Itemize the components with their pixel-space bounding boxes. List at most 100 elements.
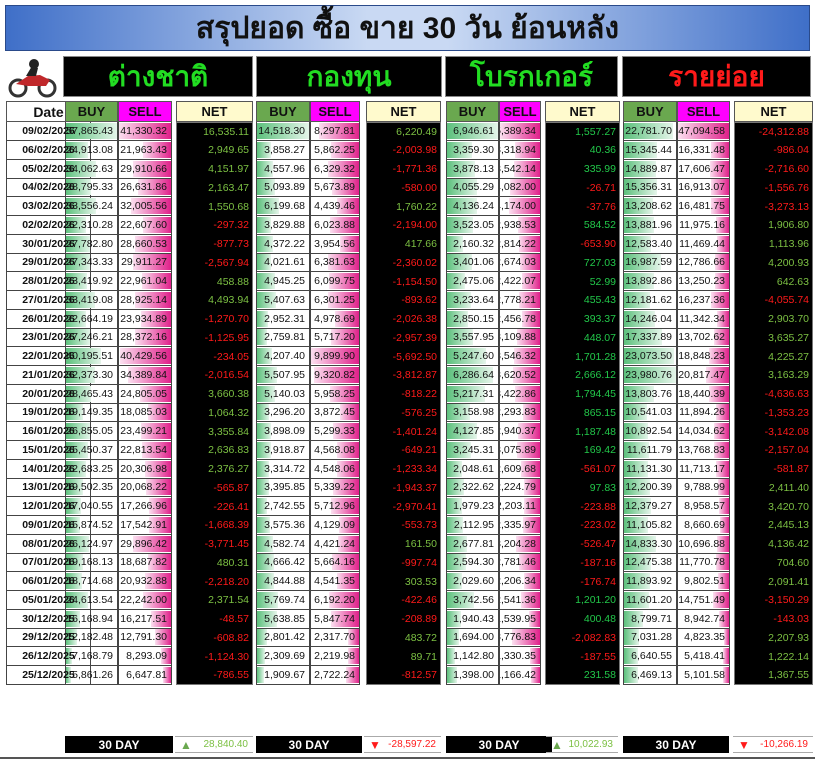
buy-value-broker: 6,286.64 xyxy=(446,365,499,385)
sell-value-fund: 5,339.22 xyxy=(310,478,360,498)
group-header-fund: กองทุน xyxy=(256,56,442,97)
buy-value-fund: 5,093.89 xyxy=(256,178,310,198)
buy-volume-bar xyxy=(447,498,462,514)
net-value-fund: -2,970.41 xyxy=(392,500,437,513)
sell-value-broker: 2,541.36 xyxy=(499,590,541,610)
buy-volume-bar xyxy=(447,648,456,664)
buy-value-retail: 10,541.03 xyxy=(623,403,677,423)
buy-volume-bar xyxy=(447,423,478,439)
sell-volume-bar xyxy=(718,479,729,496)
buy-volume-bar xyxy=(66,123,117,139)
sell-value-foreign: 22,961.04 xyxy=(118,272,172,291)
buy-value-foreign: 25,450.37 xyxy=(65,440,118,460)
buy-volume-bar xyxy=(257,460,269,477)
sell-value-foreign: 40,429.56 xyxy=(118,347,172,366)
summary-value-broker: ▲ 10,022.93 xyxy=(546,736,618,753)
net-value-broker: -526.47 xyxy=(580,538,616,550)
table-row-date: 02/02/2026 xyxy=(6,215,91,235)
buy-volume-bar xyxy=(447,441,471,458)
summary-value-retail: ▼ -10,266.19 xyxy=(733,736,813,753)
sell-volume-bar xyxy=(134,291,171,308)
buy-volume-bar xyxy=(257,348,273,364)
buy-volume-bar xyxy=(447,591,475,608)
buy-value-broker: 3,742.56 xyxy=(446,590,499,610)
net-value-retail: -3,150.29 xyxy=(764,594,809,607)
buy-volume-bar xyxy=(257,141,271,158)
buy-value-retail: 15,345.44 xyxy=(623,140,677,160)
net-value-fund: -649.21 xyxy=(401,444,437,457)
sell-volume-bar xyxy=(133,254,171,271)
column-header-buy-retail: BUY xyxy=(623,101,677,122)
buy-value-fund: 3,314.72 xyxy=(256,459,310,479)
buy-volume-bar xyxy=(257,535,274,552)
buy-volume-bar xyxy=(624,366,676,383)
buy-volume-bar xyxy=(257,591,278,608)
sell-value-fund: 4,978.69 xyxy=(310,309,360,329)
buy-value-broker: 1,694.00 xyxy=(446,628,499,648)
sell-value-retail: 10,696.88 xyxy=(677,534,730,554)
sell-volume-bar xyxy=(330,141,359,158)
sell-value-fund: 4,548.06 xyxy=(310,459,360,479)
buy-volume-bar xyxy=(66,291,96,308)
net-value-foreign: 2,371.54 xyxy=(208,594,249,607)
sell-volume-bar xyxy=(520,254,540,271)
buy-value-foreign: 16,168.94 xyxy=(65,609,118,629)
sell-volume-bar xyxy=(516,535,540,552)
sell-volume-bar xyxy=(515,141,540,158)
table-row-date: 09/01/2026 xyxy=(6,515,91,535)
sell-volume-bar xyxy=(716,554,729,571)
buy-value-foreign: 18,714.68 xyxy=(65,572,118,591)
sell-volume-bar xyxy=(331,554,359,571)
sell-value-retail: 16,331.48 xyxy=(677,140,730,160)
buy-volume-bar xyxy=(447,235,463,252)
sell-value-broker: 1,539.95 xyxy=(499,609,541,629)
buy-volume-bar xyxy=(447,179,477,196)
sell-value-foreign: 17,542.91 xyxy=(118,515,172,535)
buy-value-fund: 4,844.88 xyxy=(256,572,310,591)
net-value-fund: 303.53 xyxy=(404,575,437,588)
buy-value-broker: 2,048.61 xyxy=(446,459,499,479)
net-value-fund: -1,233.34 xyxy=(392,463,437,475)
column-header-net-retail: NET xyxy=(734,101,813,122)
buy-volume-bar xyxy=(624,235,652,252)
buy-volume-bar xyxy=(66,460,86,477)
buy-volume-bar xyxy=(66,160,97,177)
sell-value-retail: 14,751.49 xyxy=(677,590,730,610)
buy-value-broker: 4,127.85 xyxy=(446,422,499,441)
sell-volume-bar xyxy=(127,366,171,383)
buy-value-broker: 1,142.80 xyxy=(446,647,499,666)
column-header-buy-fund: BUY xyxy=(256,101,310,122)
buy-volume-bar xyxy=(257,273,275,289)
buy-value-foreign: 23,419.92 xyxy=(65,272,118,291)
net-value-fund: -2,194.00 xyxy=(392,219,437,232)
buy-value-retail: 13,881.96 xyxy=(623,215,677,235)
group-header-broker: โบรกเกอร์ xyxy=(445,56,618,97)
sell-volume-bar xyxy=(148,516,171,533)
sell-volume-bar xyxy=(723,666,729,683)
sell-volume-bar xyxy=(318,123,359,139)
buy-volume-bar xyxy=(624,348,675,364)
buy-volume-bar xyxy=(66,554,83,571)
sell-volume-bar xyxy=(519,291,540,308)
net-value-retail: 2,903.70 xyxy=(768,313,809,325)
triangle-down-icon: ▼ xyxy=(369,737,381,752)
summary-label-retail: 30 DAY xyxy=(623,736,729,753)
sell-volume-bar xyxy=(328,254,359,271)
net-value-foreign: -234.05 xyxy=(213,350,249,363)
sell-value-fund: 4,439.46 xyxy=(310,197,360,216)
buy-value-broker: 2,475.06 xyxy=(446,272,499,291)
sell-volume-bar xyxy=(711,141,729,158)
sell-volume-bar xyxy=(708,348,729,364)
sell-volume-bar xyxy=(678,123,729,139)
net-value-foreign: 2,163.47 xyxy=(208,181,249,194)
sell-volume-bar xyxy=(142,273,171,289)
buy-value-retail: 14,833.30 xyxy=(623,534,677,554)
sell-volume-bar xyxy=(160,648,171,664)
buy-volume-bar xyxy=(447,141,472,158)
buy-volume-bar xyxy=(257,329,267,346)
net-column-background-fund xyxy=(366,122,441,685)
sell-volume-bar xyxy=(716,235,729,252)
sell-value-broker: 2,674.03 xyxy=(499,253,541,273)
sell-value-broker: 3,204.28 xyxy=(499,534,541,554)
sell-volume-bar xyxy=(521,310,540,327)
